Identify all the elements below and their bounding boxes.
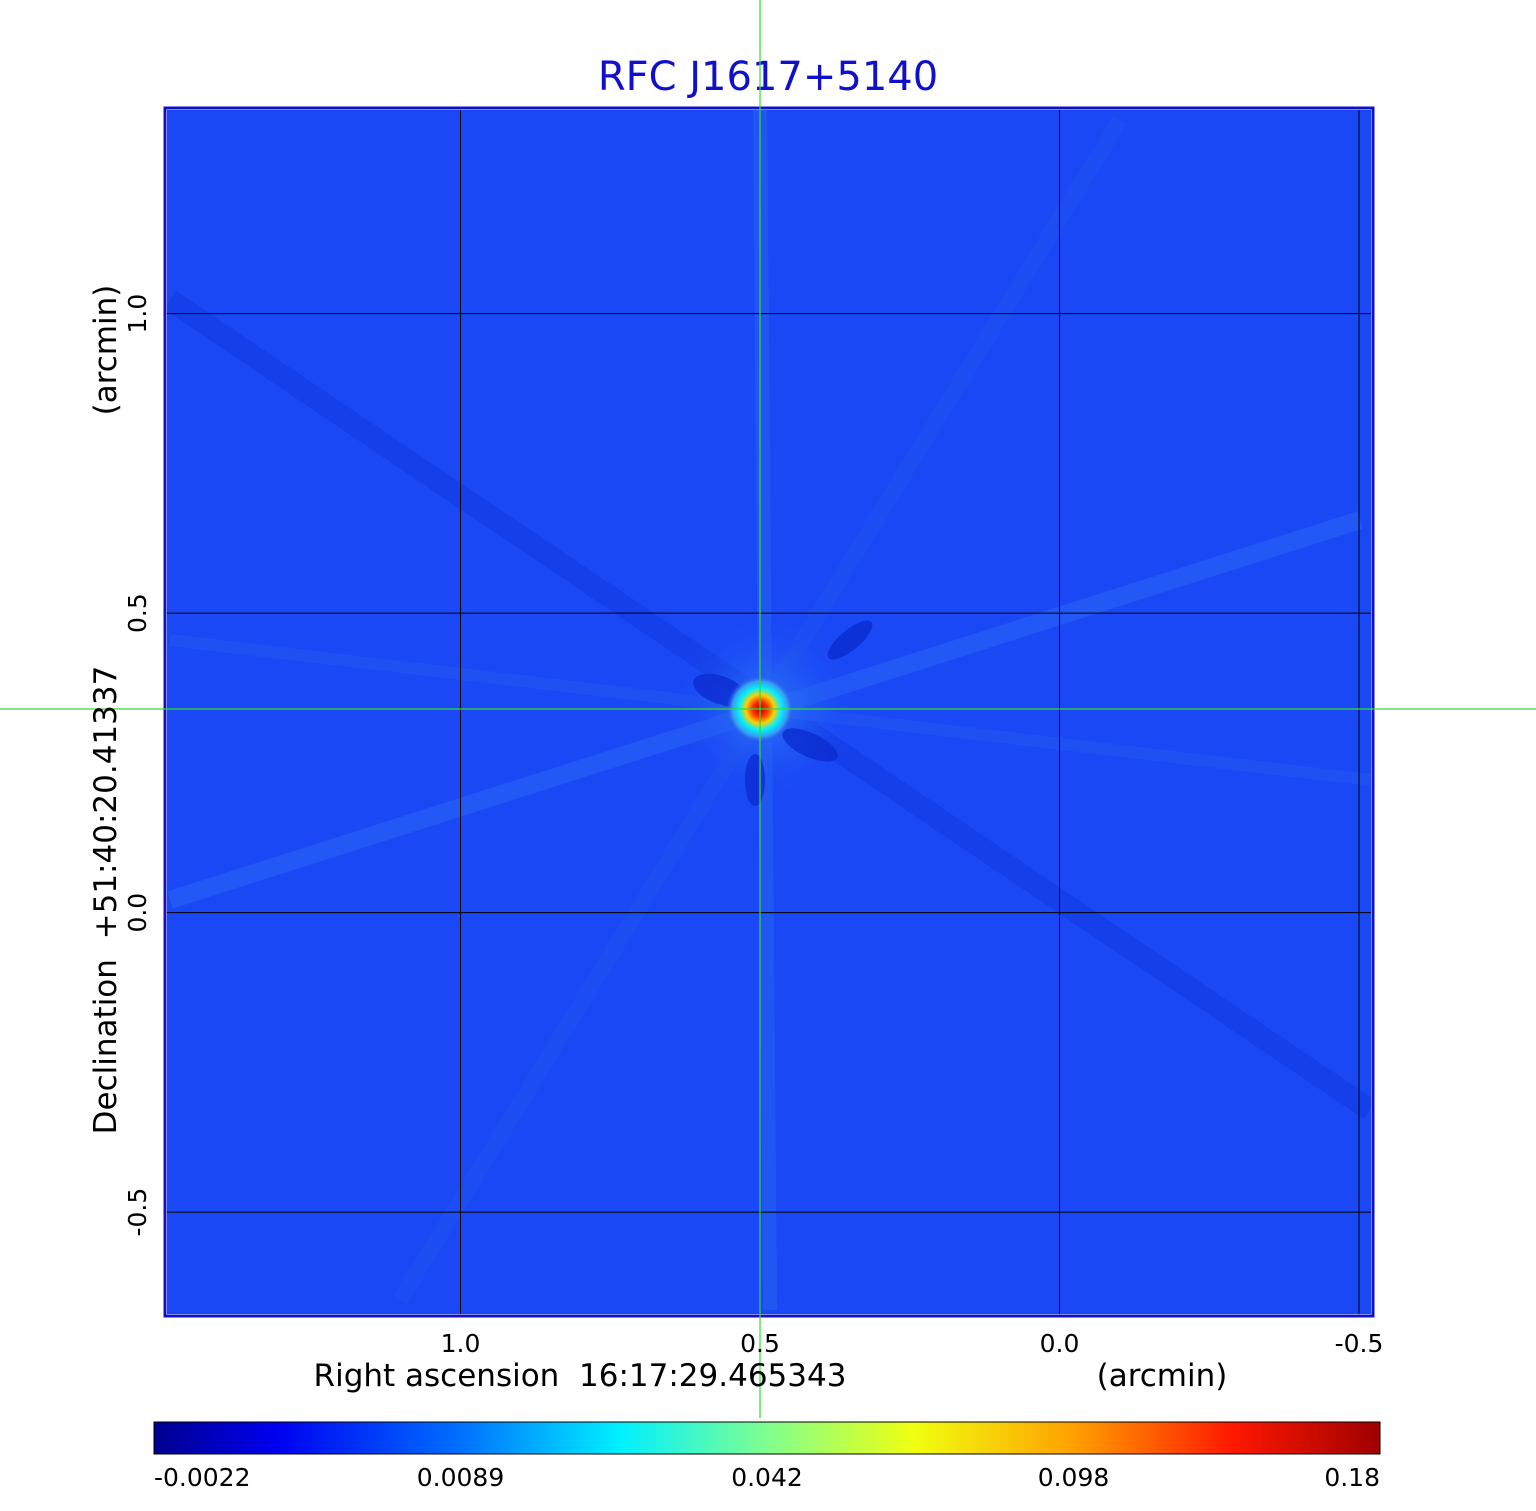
y-tick-label: 0.0	[123, 893, 152, 933]
y-tick-label: 0.5	[123, 593, 152, 633]
plot-frame	[163, 106, 1375, 1318]
x-axis-label: Right ascension 16:17:29.465343	[314, 1358, 847, 1394]
colorbar	[153, 1421, 1381, 1455]
x-tick-labels: 1.0 0.5 0.0 -0.5	[441, 1329, 1384, 1358]
colorbar-tick-label: 0.0089	[417, 1463, 504, 1492]
colorbar-tick-labels: -0.0022 0.0089 0.042 0.098 0.18	[154, 1463, 1380, 1492]
x-tick-label: -0.5	[1335, 1329, 1384, 1358]
chart-title: RFC J1617+5140	[598, 54, 938, 100]
image-field	[167, 110, 1371, 1314]
x-tick-label: 0.0	[1040, 1329, 1080, 1358]
y-axis-unit: (arcmin)	[88, 285, 124, 416]
x-tick-label: 0.5	[740, 1329, 780, 1358]
y-tick-label: -0.5	[123, 1188, 152, 1237]
y-axis-label: Declination +51:40:20.41337	[88, 666, 124, 1135]
grid-lines-y	[167, 313, 1371, 1213]
y-tick-labels: 1.0 0.5 0.0 -0.5	[123, 294, 152, 1237]
colorbar-tick-label: 0.18	[1324, 1463, 1380, 1492]
colorbar-tick-label: 0.042	[731, 1463, 803, 1492]
x-tick-label: 1.0	[441, 1329, 481, 1358]
colorbar-tick-label: -0.0022	[154, 1463, 251, 1492]
x-axis-unit: (arcmin)	[1097, 1358, 1228, 1394]
colorbar-tick-label: 0.098	[1038, 1463, 1110, 1492]
y-tick-label: 1.0	[123, 294, 152, 334]
